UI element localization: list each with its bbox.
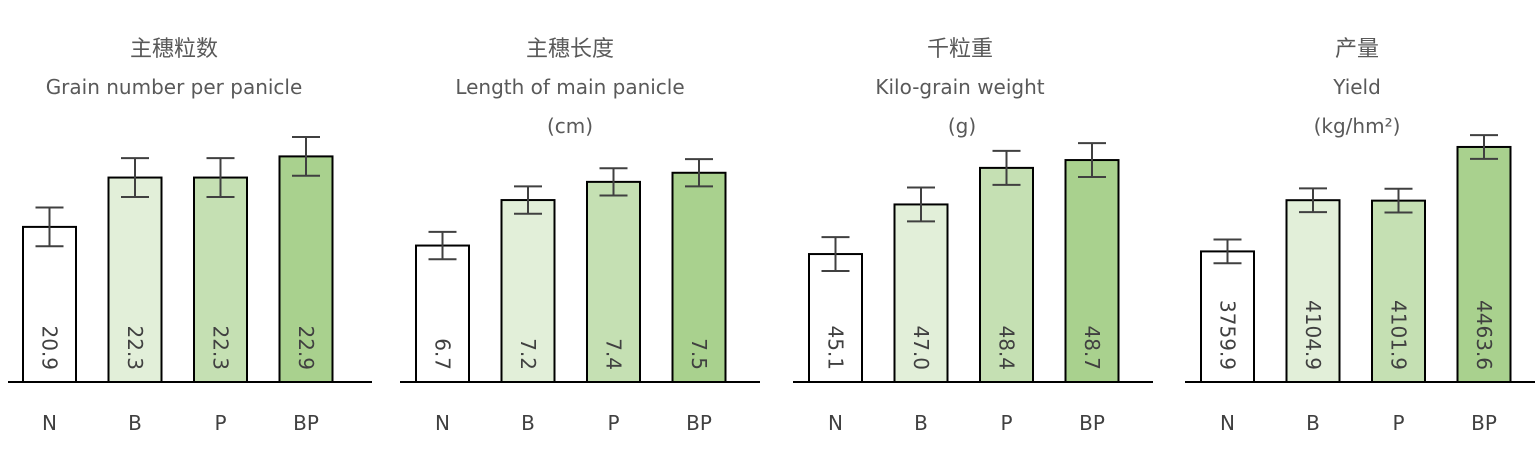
data-label: 45.1 [824,325,848,370]
x-tick-label: P [214,411,226,435]
chart-unit-label: (kg/hm²) [1314,114,1401,138]
bar-b [893,203,949,383]
data-label: 7.2 [516,338,540,370]
bar-bp [1456,145,1512,383]
bar-p [586,180,641,383]
chart-unit-label: (cm) [547,114,593,138]
x-tick-label: P [1392,411,1404,435]
x-tick-label: BP [293,411,319,435]
x-tick-label: B [128,411,142,435]
data-label: 4101.9 [1387,300,1411,370]
bar-n [415,244,470,383]
data-label: 7.5 [687,338,711,370]
x-tick-label: N [435,411,450,435]
x-tick-label: B [521,411,535,435]
data-label: 6.7 [431,338,455,370]
bar-n [22,225,77,383]
data-label: 22.3 [123,325,147,370]
chart-title: 主穗长度 [526,37,614,62]
data-label: 4463.6 [1472,300,1496,370]
data-label: 4104.9 [1301,300,1325,370]
x-tick-label: BP [686,411,712,435]
x-tick-label: BP [1079,411,1105,435]
chart-title: 千粒重 [927,37,993,62]
bar-p [193,176,248,383]
data-label: 48.7 [1080,325,1104,370]
x-tick-label: P [607,411,619,435]
bar-b [500,199,556,383]
bar-bp [1064,159,1120,383]
x-tick-label: N [42,411,57,435]
chart-panel-4: 产量 Yield (kg/hm²) 3759.9 N 4104.9 B 4101.9 P 4463… [1185,37,1535,435]
chart-subtitle: Grain number per panicle [46,75,303,99]
chart-panel-1: 主穗粒数 Grain number per panicle 20.9 N 22.3 B 22… [8,37,372,435]
data-label: 47.0 [909,325,933,370]
x-tick-label: N [1220,411,1235,435]
data-label: 3759.9 [1216,300,1240,370]
chart-title: 主穗粒数 [130,37,218,62]
chart-title: 产量 [1335,37,1379,62]
x-tick-label: B [1306,411,1320,435]
x-tick-label: P [1000,411,1012,435]
x-tick-label: B [914,411,928,435]
x-tick-label: BP [1471,411,1497,435]
data-label: 7.4 [602,338,626,370]
x-tick-label: N [828,411,843,435]
data-label: 48.4 [995,325,1019,370]
chart-unit-label: (g) [948,114,976,138]
data-label: 22.3 [209,325,233,370]
chart-subtitle: Yield [1332,75,1381,99]
chart-panel-2: 主穗长度 Length of main panicle (cm) 6.7 N 7.2 B 7.… [400,37,760,435]
data-label: 20.9 [38,325,62,370]
chart-panel-3: 千粒重 Kilo-grain weight (g) 45.1 N 47.0 B 48.4 P 48… [793,37,1153,435]
chart-subtitle: Length of main panicle [455,75,684,99]
data-label: 22.9 [294,325,318,370]
chart-subtitle: Kilo-grain weight [875,75,1044,99]
